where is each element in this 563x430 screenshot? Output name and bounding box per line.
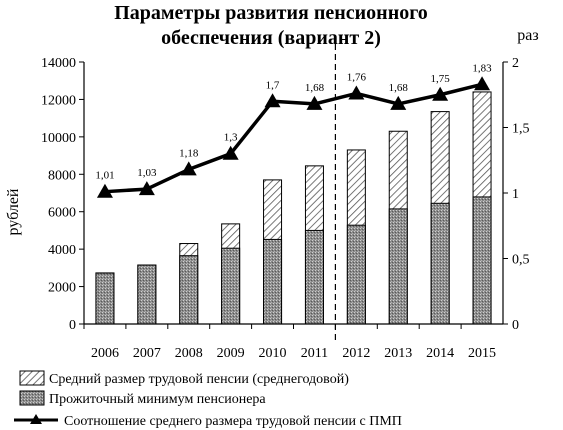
chart-title-line-1: Параметры развития пенсионного bbox=[114, 2, 428, 24]
legend-label-subsistence: Прожиточный минимум пенсионера bbox=[49, 392, 266, 407]
y-tick-label: 8000 bbox=[48, 168, 76, 183]
ratio-series-line bbox=[104, 82, 483, 194]
legend-marker-ratio bbox=[30, 414, 42, 424]
y-tick-label: 10000 bbox=[41, 131, 76, 146]
ratio-marker-2009 bbox=[222, 145, 239, 160]
bar-subsistence-2009 bbox=[221, 247, 241, 325]
legend: Средний размер трудовой пенсии (среднего… bbox=[14, 370, 402, 429]
ratio-label-2009: 1,3 bbox=[224, 132, 238, 144]
legend-item-subsistence: Прожиточный минимум пенсионера bbox=[19, 390, 266, 407]
y-tick-label: 4000 bbox=[48, 243, 76, 258]
ratio-marker-2013 bbox=[390, 95, 407, 110]
y2-tick-label: 2 bbox=[512, 56, 519, 71]
ratio-label-2012: 1,76 bbox=[347, 71, 367, 83]
bar-subsistence-2013 bbox=[388, 208, 408, 325]
ratio-label-2007: 1,03 bbox=[137, 167, 157, 179]
y-axis-label: рублей bbox=[5, 188, 22, 235]
bar-subsistence-2012 bbox=[346, 224, 366, 325]
ratio-marker-2011 bbox=[306, 95, 323, 110]
chart-title: Параметры развития пенсионного обеспечен… bbox=[114, 2, 428, 49]
y2-axis-label: раз bbox=[517, 27, 538, 44]
y-tick-label: 0 bbox=[69, 318, 76, 333]
x-tick-label-2015: 2015 bbox=[468, 346, 496, 361]
ratio-marker-2014 bbox=[432, 86, 449, 101]
bar-subsistence-2008 bbox=[179, 255, 199, 325]
legend-label-ratio: Соотношение среднего размера трудовой пе… bbox=[64, 414, 402, 429]
bar-subsistence-2011 bbox=[304, 229, 324, 325]
y2-tick-label: 1 bbox=[512, 187, 519, 202]
x-tick-label-2009: 2009 bbox=[217, 346, 245, 361]
bar-subsistence-2007 bbox=[137, 264, 157, 325]
ratio-label-2015: 1,83 bbox=[472, 62, 492, 74]
bar-subsistence-2010 bbox=[263, 238, 283, 325]
x-tick-label-2006: 2006 bbox=[91, 346, 119, 361]
legend-swatch-pension bbox=[19, 370, 45, 386]
y-tick-label: 12000 bbox=[41, 93, 76, 108]
x-tick-label-2008: 2008 bbox=[175, 346, 203, 361]
y2-tick-label: 0,5 bbox=[512, 253, 530, 268]
ratio-label-2006: 1,01 bbox=[95, 170, 114, 182]
axes: 0 2000 4000 6000 8000 10000 12000 14000 0 0,5 1 1,5… bbox=[41, 56, 530, 361]
y-tick-label: 2000 bbox=[48, 281, 76, 296]
x-tick-label-2010: 2010 bbox=[259, 346, 287, 361]
y-tick-label: 14000 bbox=[41, 56, 76, 71]
bar-subsistence-2014 bbox=[430, 202, 450, 325]
ratio-label-2014: 1,75 bbox=[431, 73, 451, 85]
data-labels: 1,01 1,03 1,18 1,3 1,7 1,68 1,76 1,68 1,75 1,83 bbox=[95, 62, 492, 181]
ratio-label-2008: 1,18 bbox=[179, 147, 199, 159]
ratio-label-2013: 1,68 bbox=[389, 82, 409, 94]
bar-subsistence-2006 bbox=[95, 272, 115, 325]
y-tick-label: 6000 bbox=[48, 206, 76, 221]
legend-item-pension: Средний размер трудовой пенсии (среднего… bbox=[19, 370, 349, 387]
ratio-marker-2006 bbox=[96, 183, 113, 198]
ratio-line bbox=[96, 76, 491, 198]
legend-item-ratio: Соотношение среднего размера трудовой пе… bbox=[14, 414, 402, 429]
ratio-marker-2008 bbox=[180, 161, 197, 176]
x-tick-label-2012: 2012 bbox=[342, 346, 370, 361]
legend-swatch-subsistence bbox=[19, 390, 45, 406]
ratio-label-2010: 1,7 bbox=[266, 79, 280, 91]
chart-title-line-2: обеспечения (вариант 2) bbox=[161, 27, 381, 49]
x-tick-label-2011: 2011 bbox=[301, 346, 328, 361]
legend-label-pension: Средний размер трудовой пенсии (среднего… bbox=[49, 372, 349, 387]
y2-tick-label: 0 bbox=[512, 318, 519, 333]
ratio-marker-2015 bbox=[474, 76, 491, 91]
bar-subsistence-2015 bbox=[472, 196, 492, 325]
x-tick-label-2007: 2007 bbox=[133, 346, 161, 361]
bars bbox=[95, 91, 492, 325]
ratio-marker-2012 bbox=[348, 85, 365, 100]
y2-tick-label: 1,5 bbox=[512, 122, 530, 137]
ratio-label-2011: 1,68 bbox=[305, 82, 325, 94]
x-tick-label-2014: 2014 bbox=[426, 346, 454, 361]
x-tick-label-2013: 2013 bbox=[384, 346, 412, 361]
ratio-marker-2007 bbox=[138, 181, 155, 196]
ratio-marker-2010 bbox=[264, 93, 281, 108]
